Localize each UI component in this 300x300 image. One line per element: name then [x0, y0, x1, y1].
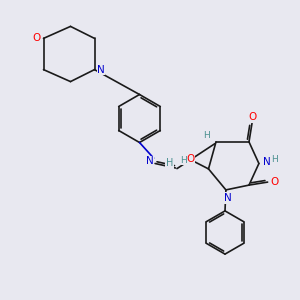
Text: H: H	[166, 158, 173, 169]
Text: O: O	[249, 112, 257, 122]
Text: N: N	[263, 157, 271, 167]
Text: O: O	[270, 177, 278, 187]
Text: H: H	[271, 154, 278, 164]
Text: H: H	[203, 131, 210, 140]
Text: H: H	[180, 156, 187, 165]
Text: N: N	[224, 193, 231, 203]
Text: O: O	[33, 33, 41, 43]
Text: O: O	[186, 154, 195, 164]
Text: N: N	[146, 156, 154, 166]
Text: N: N	[97, 64, 105, 75]
